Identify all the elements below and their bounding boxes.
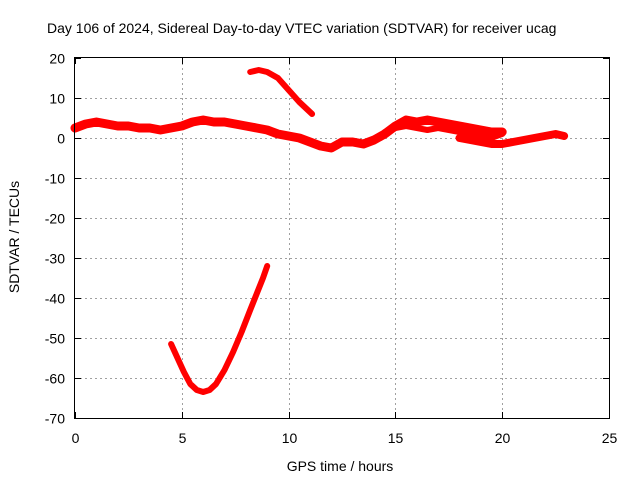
y-tick-label: 10 (49, 91, 65, 107)
x-tick-label: 15 (388, 430, 404, 446)
y-tick-label: -30 (45, 251, 65, 267)
y-axis-title: SDTVAR / TECUs (6, 181, 22, 293)
y-tick-label: -10 (45, 171, 65, 187)
x-tick-label: 0 (72, 430, 80, 446)
y-tick-label: -60 (45, 371, 65, 387)
y-tick-label: -20 (45, 211, 65, 227)
series-line-satellite-track-dip (168, 263, 271, 395)
series-line-satellite-track-main (70, 115, 507, 153)
x-tick-label: 10 (282, 430, 298, 446)
y-tick-label: -40 (45, 291, 65, 307)
y-tick-label: -50 (45, 331, 65, 347)
x-tick-label: 25 (602, 430, 618, 446)
plot-frame (74, 57, 610, 419)
series-line-satellite-track-spike-upper (247, 67, 316, 117)
data-series (70, 67, 569, 395)
chart-title: Day 106 of 2024, Sidereal Day-to-day VTE… (47, 20, 556, 36)
x-axis-title: GPS time / hours (287, 458, 394, 474)
y-tick-label: -70 (45, 411, 65, 427)
x-tick-label: 20 (495, 430, 511, 446)
y-tick-label: 0 (57, 131, 65, 147)
y-tick-label: 20 (49, 51, 65, 67)
axis-ticks: 20 10 0 -10 -20 -30 -40 -50 -60 -70 0 5 10 15 20 25 (45, 51, 618, 447)
series-line-satellite-track-late (455, 130, 569, 148)
series-line-satellite-track-rising-lower (381, 123, 506, 141)
x-tick-label: 5 (179, 430, 187, 446)
grid (75, 58, 609, 418)
